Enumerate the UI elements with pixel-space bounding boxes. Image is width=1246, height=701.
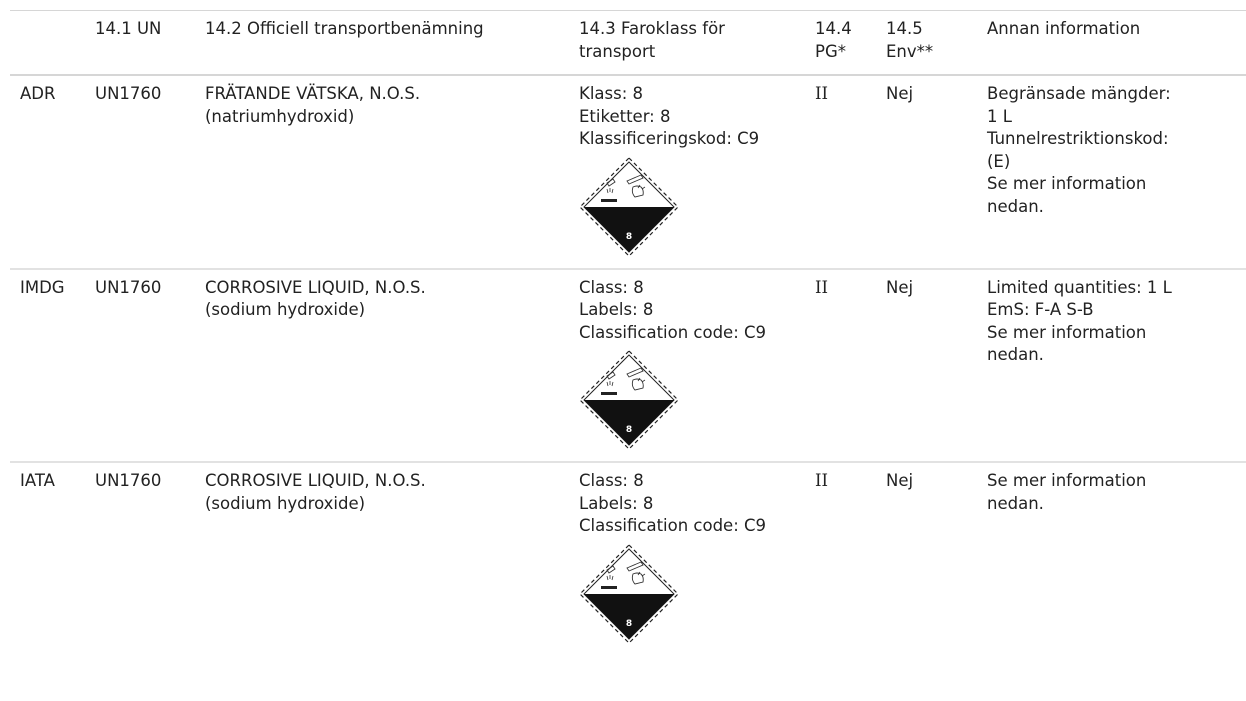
- transport-mode: IATA: [20, 471, 55, 490]
- transport-mode: IMDG: [20, 277, 65, 297]
- shipping-name-line: (natriumhydroxid): [205, 106, 355, 126]
- environmental-hazard: Nej: [886, 277, 914, 297]
- hazard-class-line: Klass: 8: [579, 84, 644, 103]
- packing-group: II: [815, 84, 829, 103]
- hazard-class-line: Classification code: C9: [579, 322, 767, 342]
- other-info-line: nedan.: [987, 196, 1044, 216]
- other-info-line: Se mer information: [987, 322, 1147, 342]
- other-info-line: EmS: F-A S-B: [987, 300, 1094, 319]
- shipping-name-line: CORROSIVE LIQUID, N.O.S.: [205, 471, 426, 490]
- un-number: UN1760: [95, 84, 162, 103]
- un-number: UN1760: [95, 471, 162, 490]
- transport-info-table: 14.1 UN 14.2 Officiell transportbenämnin…: [10, 10, 1246, 655]
- hazard-class-line: Etiketter: 8: [579, 106, 671, 126]
- header-environmental-line: 14.5: [886, 19, 923, 38]
- hazard-class: Class: 8 Labels: 8 Classification code: …: [569, 269, 805, 463]
- other-info-line: nedan.: [987, 345, 1044, 364]
- environmental-hazard: Nej: [886, 471, 914, 490]
- un-number: UN1760: [95, 277, 162, 297]
- other-info: Limited quantities: 1 L EmS: F-A S-B Se …: [977, 269, 1246, 463]
- placard-number: 8: [626, 232, 632, 242]
- other-info-line: (E): [987, 151, 1011, 171]
- shipping-name-line: (sodium hydroxide): [205, 493, 366, 513]
- hazard-class: Class: 8 Labels: 8 Classification code: …: [569, 462, 805, 655]
- hazard-class-line: Class: 8: [579, 277, 644, 297]
- table-header-row: 14.1 UN 14.2 Officiell transportbenämnin…: [10, 10, 1246, 76]
- header-hazard-class-line: 14.3 Faroklass för: [579, 19, 725, 38]
- other-info-line: Se mer information: [987, 174, 1147, 193]
- hazard-class-line: Labels: 8: [579, 493, 654, 513]
- table-row: ADR UN1760 FRÄTANDE VÄTSKA, N.O.S. (natr…: [10, 75, 1246, 269]
- header-hazard-class: 14.3 Faroklass för transport: [569, 11, 805, 76]
- other-info-line: Begränsade mängder:: [987, 84, 1171, 103]
- other-info-line: 1 L: [987, 106, 1012, 126]
- shipping-name-line: (sodium hydroxide): [205, 300, 366, 319]
- hazard-class-line: Classification code: C9: [579, 516, 767, 535]
- other-info-line: Limited quantities: 1 L: [987, 277, 1172, 297]
- corrosive-placard-icon: 8: [579, 543, 679, 644]
- header-mode: [10, 11, 85, 76]
- shipping-name: CORROSIVE LIQUID, N.O.S. (sodium hydroxi…: [195, 462, 569, 655]
- shipping-name: CORROSIVE LIQUID, N.O.S. (sodium hydroxi…: [195, 269, 569, 463]
- placard-number: 8: [626, 619, 632, 629]
- header-shipping-name: 14.2 Officiell transportbenämning: [205, 19, 484, 38]
- table-row: IATA UN1760 CORROSIVE LIQUID, N.O.S. (so…: [10, 462, 1246, 655]
- packing-group: II: [815, 471, 829, 490]
- shipping-name: FRÄTANDE VÄTSKA, N.O.S. (natriumhydroxid…: [195, 75, 569, 269]
- other-info-line: Tunnelrestriktionskod:: [987, 129, 1169, 148]
- other-info-line: Se mer information: [987, 471, 1147, 490]
- other-info-line: nedan.: [987, 493, 1044, 513]
- hazard-class-line: Klassificeringskod: C9: [579, 129, 760, 148]
- shipping-name-line: FRÄTANDE VÄTSKA, N.O.S.: [205, 84, 421, 103]
- packing-group: II: [815, 277, 829, 297]
- shipping-name-line: CORROSIVE LIQUID, N.O.S.: [205, 277, 426, 297]
- transport-mode: ADR: [20, 84, 56, 103]
- hazard-class-line: Class: 8: [579, 471, 644, 490]
- other-info: Se mer information nedan.: [977, 462, 1246, 655]
- header-packing-group-line: PG*: [815, 41, 846, 61]
- header-other-info: Annan information: [987, 19, 1141, 38]
- placard-number: 8: [626, 425, 632, 435]
- header-un-number: 14.1 UN: [95, 19, 162, 38]
- corrosive-placard-icon: 8: [579, 350, 679, 450]
- header-environmental: 14.5 Env**: [876, 11, 977, 76]
- header-packing-group: 14.4 PG*: [805, 11, 876, 76]
- header-environmental-line: Env**: [886, 41, 934, 61]
- other-info: Begränsade mängder: 1 L Tunnelrestriktio…: [977, 75, 1246, 269]
- header-hazard-class-line: transport: [579, 41, 656, 61]
- header-packing-group-line: 14.4: [815, 19, 852, 38]
- table-row: IMDG UN1760 CORROSIVE LIQUID, N.O.S. (so…: [10, 269, 1246, 463]
- corrosive-placard-icon: 8: [579, 156, 679, 257]
- hazard-class-line: Labels: 8: [579, 300, 654, 319]
- hazard-class: Klass: 8 Etiketter: 8 Klassificeringskod…: [569, 75, 805, 269]
- environmental-hazard: Nej: [886, 84, 914, 103]
